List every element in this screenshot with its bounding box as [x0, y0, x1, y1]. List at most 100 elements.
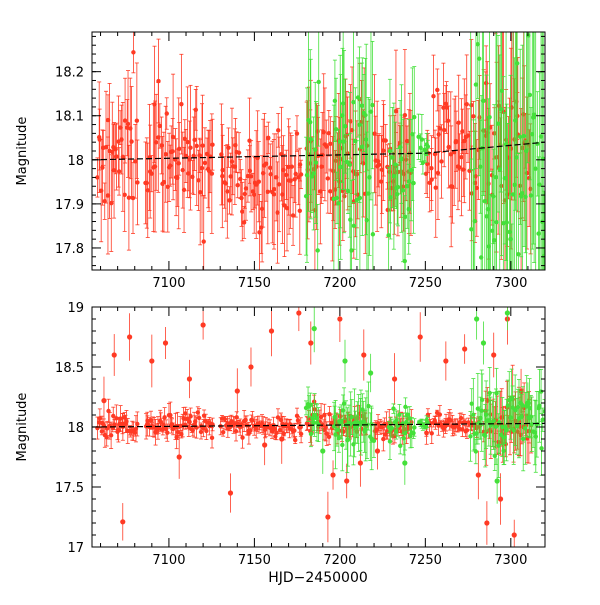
top-red-point — [135, 139, 140, 226]
top-red-point — [240, 181, 245, 242]
bottom-green-marker — [332, 414, 337, 420]
bottom-red-marker — [272, 426, 277, 432]
bottom-y-tick-label: 18.5 — [55, 361, 84, 376]
top-red-marker — [135, 180, 140, 185]
top-red-marker — [439, 159, 444, 164]
top-green-marker — [340, 101, 346, 106]
bottom-red-outlier — [162, 327, 169, 359]
top-green-marker — [420, 160, 426, 165]
top-red-marker — [168, 163, 173, 168]
top-red-marker — [152, 102, 157, 107]
top-red-point — [268, 143, 273, 192]
bottom-green-point — [479, 369, 484, 452]
bottom-red-outlier — [296, 307, 302, 332]
bottom-green-marker — [340, 442, 345, 448]
top-red-marker — [152, 164, 158, 169]
top-red-point — [232, 128, 238, 205]
top-red-marker — [105, 117, 111, 123]
bottom-red-marker — [234, 415, 239, 420]
bottom-green-point — [412, 418, 417, 437]
top-red-marker — [153, 140, 159, 145]
bottom-red-point — [162, 407, 167, 428]
bottom-green-point — [494, 367, 499, 419]
bottom-red-marker — [458, 415, 464, 421]
bottom-green-outlier — [494, 458, 500, 504]
bottom-red-outlier — [308, 321, 314, 365]
bottom-red-marker — [111, 352, 117, 358]
bottom-red-marker — [462, 346, 468, 352]
top-red-marker — [226, 145, 231, 150]
top-red-point — [181, 146, 187, 233]
top-red-point — [376, 133, 382, 197]
top-red-marker — [456, 120, 461, 125]
top-green-marker — [499, 88, 504, 94]
top-green-point — [306, 32, 311, 212]
bottom-green-marker — [528, 414, 534, 419]
top-red-marker — [460, 129, 465, 134]
top-red-point — [193, 89, 198, 131]
top-red-point — [116, 147, 122, 196]
bottom-red-marker — [374, 448, 381, 454]
top-red-marker — [459, 155, 464, 160]
bottom-green-marker — [479, 408, 484, 413]
top-green-marker — [357, 195, 363, 201]
top-red-marker — [293, 171, 298, 177]
top-green-marker — [476, 56, 482, 61]
bottom-red-marker — [220, 429, 226, 435]
bottom-green-point — [425, 417, 430, 429]
top-red-marker — [197, 190, 203, 195]
top-red-marker — [200, 143, 205, 148]
top-red-marker — [328, 141, 333, 147]
bottom-x-tick-label: 7100 — [152, 553, 185, 568]
bottom-green-outlier — [525, 382, 531, 424]
top-red-marker — [129, 139, 134, 144]
bottom-red-marker — [279, 436, 285, 442]
top-red-marker — [105, 193, 111, 198]
bottom-green-marker — [479, 397, 485, 403]
top-green-marker — [482, 198, 487, 204]
top-red-marker — [125, 121, 131, 127]
top-green-marker — [527, 92, 533, 98]
bottom-trend-line — [92, 422, 545, 428]
top-red-marker — [297, 208, 302, 213]
top-red-marker — [194, 143, 199, 149]
top-red-marker — [145, 188, 150, 193]
bottom-red-marker — [330, 472, 336, 478]
top-green-marker — [363, 137, 369, 142]
top-red-marker — [441, 127, 447, 133]
bottom-red-marker — [337, 316, 343, 322]
top-x-tick-label: 7300 — [494, 276, 527, 291]
bottom-red-marker — [168, 412, 173, 418]
bottom-red-marker — [262, 442, 268, 448]
top-red-marker — [177, 146, 182, 151]
bottom-red-outlier — [361, 329, 367, 381]
bottom-red-outlier — [374, 432, 381, 470]
top-green-marker — [481, 98, 486, 104]
top-red-point — [328, 116, 333, 172]
top-red-marker — [263, 161, 269, 166]
top-red-marker — [271, 187, 277, 192]
bottom-green-marker — [496, 443, 501, 448]
top-red-marker — [245, 173, 251, 179]
top-red-marker — [133, 159, 138, 164]
top-green-marker — [313, 160, 319, 165]
top-red-point — [457, 133, 462, 202]
bottom-green-marker — [469, 401, 474, 406]
bottom-red-marker — [227, 490, 234, 496]
bottom-red-marker — [357, 460, 363, 466]
bottom-green-marker — [334, 427, 340, 433]
bottom-green-marker — [402, 460, 408, 466]
top-red-marker — [232, 164, 238, 169]
top-green-marker — [390, 155, 395, 160]
top-red-marker — [275, 210, 280, 215]
top-green-marker — [303, 193, 309, 199]
bottom-green-marker — [533, 434, 538, 439]
top-red-point — [100, 129, 105, 206]
bottom-red-marker — [274, 430, 279, 435]
top-green-point — [354, 140, 359, 260]
top-red-marker — [225, 189, 230, 194]
top-red-point — [429, 148, 434, 211]
bottom-red-outlier — [337, 307, 343, 342]
bottom-red-marker — [308, 340, 314, 346]
